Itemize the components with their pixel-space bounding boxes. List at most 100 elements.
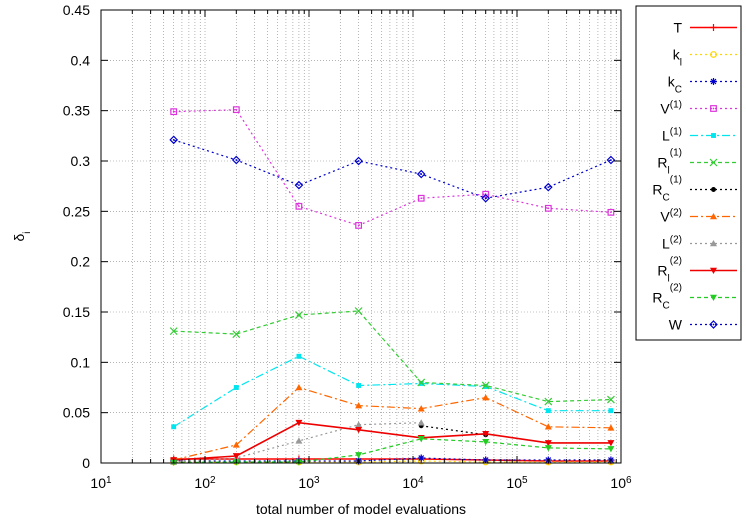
legend-item: Rl(1) <box>657 148 737 177</box>
x-tick-label: 102 <box>194 475 216 492</box>
legend-marker <box>710 105 717 112</box>
plot-frame <box>100 9 622 464</box>
data-point <box>231 155 241 165</box>
legend-item: RC(1) <box>652 175 737 204</box>
legend-box <box>635 5 742 341</box>
series-7 <box>170 384 615 463</box>
series-line <box>173 422 422 463</box>
data-point <box>355 222 363 229</box>
y-axis-title-sub: i <box>22 231 33 233</box>
data-point <box>545 408 551 414</box>
data-point <box>354 156 363 166</box>
data-point <box>606 395 615 404</box>
series-line <box>173 438 611 464</box>
legend-marker <box>709 320 718 329</box>
data-point <box>608 408 614 414</box>
data-point <box>417 405 425 412</box>
data-point <box>417 378 426 387</box>
legend-label: V(2) <box>660 208 682 225</box>
data-point <box>544 204 552 212</box>
x-tick-label: 104 <box>402 475 424 492</box>
data-point <box>606 155 616 165</box>
data-point <box>232 453 240 460</box>
data-point <box>232 106 240 114</box>
legend-item: RC(2) <box>652 283 737 311</box>
legend-items: Tkl kC V(1) L(1) Rl(1)RC(1) V(2) L(2) Rl(2)RC(2… <box>652 20 737 333</box>
legend-item: L(1) <box>662 127 737 144</box>
legend-label: Rl(1) <box>657 148 682 177</box>
data-point <box>232 441 240 448</box>
data-point <box>481 381 490 390</box>
series-line <box>173 109 611 227</box>
legend-label: kl <box>673 47 682 69</box>
legend-label: RC(1) <box>652 175 682 204</box>
legend-marker <box>711 187 716 192</box>
data-point <box>296 353 302 359</box>
legend-marker <box>709 158 718 167</box>
legend-marker <box>710 51 717 58</box>
legend-label: kC <box>668 74 682 96</box>
x-tick-label: 105 <box>506 475 528 492</box>
y-tick-labels: 0 0.05 0.1 0.15 0.2 0.25 0.3 0.35 0.4 0.45 <box>63 2 90 471</box>
y-tick-label: 0.25 <box>63 203 90 219</box>
series-line <box>173 310 611 403</box>
y-axis-title-main: δ <box>11 234 27 242</box>
legend-marker <box>710 294 717 301</box>
series-3 <box>170 106 615 229</box>
data-point <box>169 135 179 145</box>
data-point <box>482 439 490 446</box>
data-point <box>483 384 489 389</box>
data-point <box>607 440 615 447</box>
y-tick-label: 0.3 <box>71 153 91 169</box>
y-tick-label: 0.4 <box>71 52 91 68</box>
y-tick-label: 0.15 <box>63 304 90 320</box>
data-point <box>543 182 553 192</box>
legend-marker <box>711 133 716 138</box>
data-point <box>482 394 490 401</box>
series-line <box>173 386 611 461</box>
series-11 <box>169 135 616 203</box>
data-point <box>417 436 425 443</box>
legend-marker <box>710 24 717 31</box>
legend-marker <box>710 240 717 247</box>
legend-item: V(2) <box>660 208 737 225</box>
data-point <box>356 383 362 388</box>
legend-item: W <box>669 317 737 333</box>
data-point <box>294 180 304 190</box>
data-point <box>355 426 363 434</box>
data-point <box>607 424 615 431</box>
legend-item: kl <box>673 47 737 69</box>
legend-label: L(1) <box>662 127 682 144</box>
data-point <box>295 384 303 391</box>
legend-item: V(1) <box>660 100 737 117</box>
legend-label: L(2) <box>662 235 682 252</box>
data-point <box>355 452 363 459</box>
data-point <box>295 202 303 210</box>
data-point <box>295 437 303 444</box>
data-point <box>418 381 424 386</box>
legend-marker <box>710 213 717 220</box>
data-point <box>417 419 425 426</box>
data-point <box>607 208 615 216</box>
grid <box>101 10 621 463</box>
data-point <box>481 193 491 203</box>
data-point <box>544 445 552 452</box>
data-point <box>170 108 178 116</box>
legend-item: Rl(2) <box>657 256 737 284</box>
legend-item: kC <box>668 74 737 96</box>
legend-label: V(1) <box>660 100 682 117</box>
x-tick-labels: 101 102 103 104 105 106 <box>90 475 632 492</box>
legend-label: T <box>673 20 682 36</box>
series-line <box>421 425 486 436</box>
x-axis-title: total number of model evaluations <box>256 501 466 517</box>
axis-ticks <box>100 9 622 464</box>
legend-marker <box>710 267 717 274</box>
data-point <box>544 397 553 406</box>
x-tick-label: 106 <box>610 475 632 492</box>
y-tick-label: 0.35 <box>63 103 90 119</box>
legend-item: L(2) <box>662 235 737 252</box>
data-point <box>544 440 552 447</box>
series-line <box>173 421 611 461</box>
legend-item: T <box>673 20 737 36</box>
data-point <box>355 421 363 428</box>
